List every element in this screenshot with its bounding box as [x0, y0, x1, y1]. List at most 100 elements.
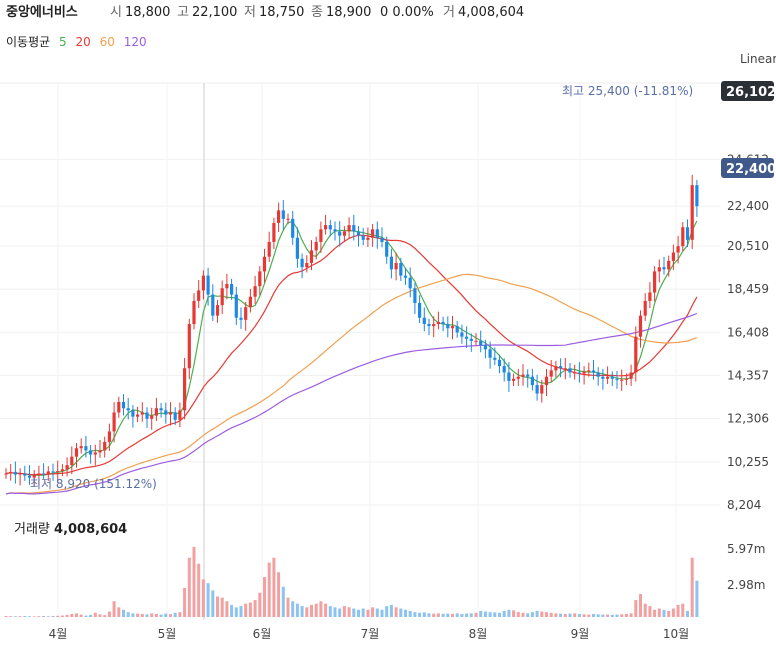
candle-body[interactable]: [300, 258, 304, 268]
candle-body[interactable]: [173, 412, 177, 420]
candle-body[interactable]: [610, 376, 614, 379]
candle-body[interactable]: [497, 359, 502, 367]
candle-body[interactable]: [295, 237, 299, 259]
candle-body[interactable]: [60, 469, 64, 471]
candle-body[interactable]: [587, 370, 591, 372]
candle-body[interactable]: [455, 326, 459, 333]
candle-body[interactable]: [4, 473, 8, 475]
candle-body[interactable]: [695, 185, 699, 207]
candle-body[interactable]: [469, 338, 473, 341]
candle-body[interactable]: [540, 385, 544, 394]
candle-body[interactable]: [112, 412, 116, 432]
candle-body[interactable]: [201, 275, 205, 291]
candle-body[interactable]: [253, 286, 257, 297]
candle-body[interactable]: [333, 229, 337, 232]
candle-body[interactable]: [239, 317, 243, 320]
candle-body[interactable]: [154, 408, 158, 416]
candle-body[interactable]: [244, 307, 248, 320]
candle-body[interactable]: [479, 340, 483, 346]
candle-body[interactable]: [70, 456, 74, 466]
candle-body[interactable]: [460, 332, 464, 337]
candle-body[interactable]: [507, 372, 511, 381]
candle-body[interactable]: [272, 223, 276, 242]
candle-body[interactable]: [220, 288, 224, 306]
candle-body[interactable]: [178, 410, 182, 420]
candle-body[interactable]: [267, 241, 271, 257]
candle-body[interactable]: [324, 225, 328, 230]
candle-body[interactable]: [281, 210, 285, 219]
candle-body[interactable]: [328, 225, 332, 230]
candle-body[interactable]: [84, 446, 88, 451]
candle-body[interactable]: [234, 294, 238, 318]
stock-name[interactable]: 중앙에너비스: [6, 5, 78, 20]
candle-body[interactable]: [42, 473, 46, 475]
candle-body[interactable]: [394, 263, 398, 270]
candle-body[interactable]: [436, 321, 440, 325]
candle-body[interactable]: [215, 305, 220, 316]
ma-120[interactable]: 120: [123, 35, 147, 49]
candle-body[interactable]: [380, 237, 384, 242]
candle-body[interactable]: [93, 452, 97, 455]
candle-body[interactable]: [502, 366, 506, 373]
candle-body[interactable]: [671, 252, 675, 261]
candle-body[interactable]: [150, 415, 154, 419]
candle-body[interactable]: [309, 250, 314, 264]
candle-body[interactable]: [89, 450, 93, 455]
candle-body[interactable]: [582, 371, 586, 374]
candle-body[interactable]: [624, 378, 628, 380]
candle-body[interactable]: [615, 378, 619, 380]
candle-body[interactable]: [126, 408, 130, 411]
candle-body[interactable]: [530, 376, 534, 386]
candle-body[interactable]: [183, 368, 187, 411]
candle-body[interactable]: [159, 408, 163, 411]
candle-body[interactable]: [206, 275, 210, 295]
candle-body[interactable]: [371, 229, 375, 238]
candle-body[interactable]: [526, 374, 530, 377]
candle-body[interactable]: [563, 368, 567, 370]
candle-body[interactable]: [32, 475, 36, 478]
candle-body[interactable]: [512, 378, 516, 381]
candle-body[interactable]: [168, 412, 173, 415]
candle-body[interactable]: [187, 324, 191, 369]
candle-body[interactable]: [79, 446, 83, 449]
candle-body[interactable]: [389, 256, 393, 270]
moving-average-legend[interactable]: 이동평균 5 20 60 120: [6, 32, 152, 52]
candle-body[interactable]: [107, 431, 111, 442]
candle-body[interactable]: [136, 414, 140, 417]
candle-body[interactable]: [653, 271, 657, 293]
candle-body[interactable]: [211, 294, 215, 316]
candle-body[interactable]: [422, 317, 426, 325]
candle-body[interactable]: [262, 256, 267, 272]
candle-body[interactable]: [450, 326, 455, 329]
candle-body[interactable]: [338, 231, 342, 236]
candle-body[interactable]: [408, 277, 412, 289]
candle-body[interactable]: [46, 471, 50, 474]
candle-body[interactable]: [544, 376, 549, 386]
candle-body[interactable]: [352, 225, 356, 232]
candle-body[interactable]: [629, 372, 633, 379]
ma-5[interactable]: 5: [59, 35, 67, 49]
candle-body[interactable]: [192, 300, 196, 325]
candle-body[interactable]: [690, 185, 694, 240]
candle-body[interactable]: [225, 284, 229, 289]
candle-body[interactable]: [413, 288, 417, 304]
candle-body[interactable]: [56, 470, 60, 472]
candle-body[interactable]: [98, 450, 102, 453]
candle-body[interactable]: [573, 372, 577, 374]
candle-body[interactable]: [465, 336, 469, 339]
candle-body[interactable]: [9, 471, 13, 474]
candle-body[interactable]: [606, 376, 610, 379]
candle-body[interactable]: [418, 303, 422, 318]
candle-body[interactable]: [314, 241, 318, 251]
candle-body[interactable]: [366, 237, 370, 240]
candle-body[interactable]: [13, 471, 17, 475]
candle-body[interactable]: [117, 401, 121, 413]
scale-toggle[interactable]: Linear: [740, 52, 776, 66]
candle-body[interactable]: [554, 366, 558, 371]
candle-body[interactable]: [474, 340, 478, 342]
candle-body[interactable]: [648, 292, 652, 301]
candle-body[interactable]: [248, 296, 252, 308]
candle-body[interactable]: [634, 336, 638, 373]
candle-body[interactable]: [493, 357, 497, 360]
